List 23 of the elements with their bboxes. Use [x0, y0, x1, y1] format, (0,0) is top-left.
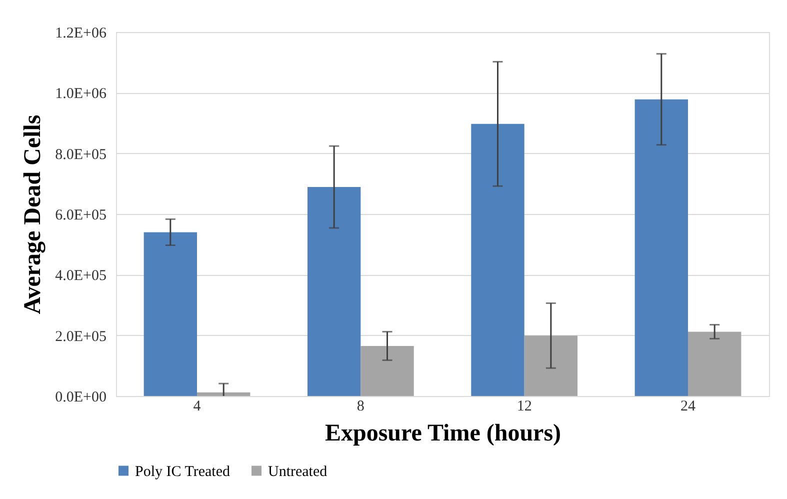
y-axis-title: Average Dead Cells: [20, 114, 46, 314]
bar: [144, 232, 198, 396]
bar: [524, 336, 578, 396]
y-tick-label: 1.2E+06: [55, 26, 107, 42]
x-tick-label: 4: [193, 398, 202, 414]
y-tick-label: 8.0E+05: [55, 146, 106, 163]
bar: [688, 332, 742, 396]
bar: [634, 99, 688, 396]
legend-label: Poly IC Treated: [135, 464, 231, 480]
legend-label: Untreated: [268, 464, 328, 480]
x-tick-label: 24: [680, 398, 696, 414]
y-tick-label: 4.0E+05: [55, 268, 106, 284]
x-tick-label: 8: [356, 398, 364, 414]
y-tick-label: 1.0E+06: [55, 86, 107, 102]
bar: [197, 392, 250, 396]
y-tick-label: 0.0E+00: [55, 390, 106, 406]
y-tick-label: 6.0E+05: [55, 208, 106, 224]
bar: [471, 124, 524, 396]
x-axis-title: Exposure Time (hours): [324, 420, 562, 446]
bar: [360, 346, 414, 396]
x-tick-label: 12: [516, 398, 532, 414]
bar: [307, 187, 361, 396]
y-tick-label: 2.0E+05: [55, 328, 106, 345]
